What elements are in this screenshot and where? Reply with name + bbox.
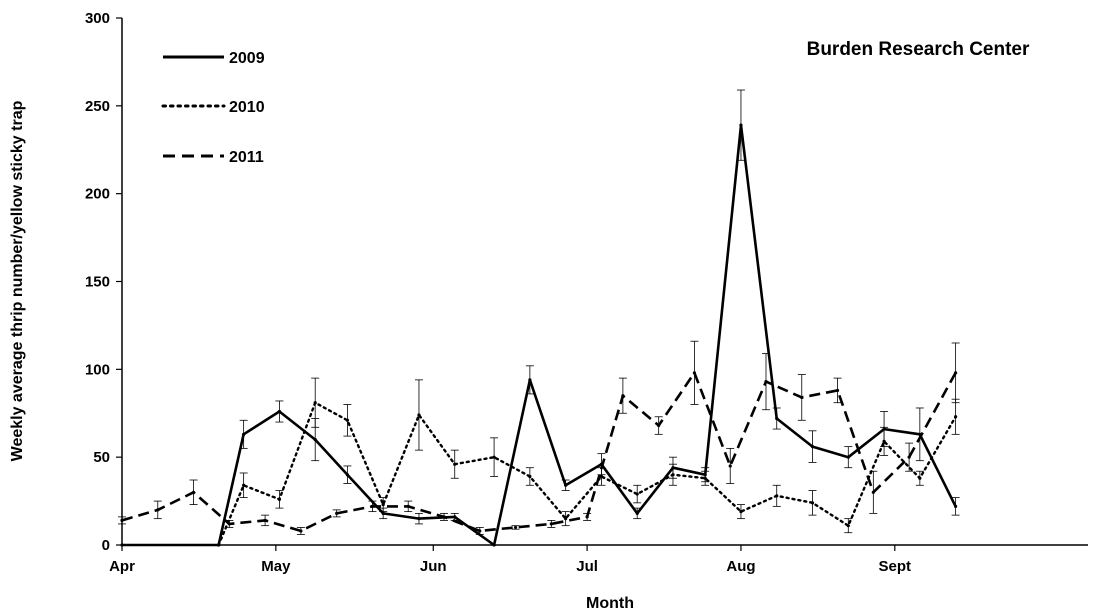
y-tick-label: 300 <box>85 10 110 27</box>
y-axis-title: Weekly average thrip number/yellow stick… <box>9 100 26 461</box>
data-point <box>882 439 886 443</box>
legend-label: 2011 <box>229 149 264 166</box>
x-tick-label: Aug <box>726 558 755 575</box>
series-line-2011 <box>121 371 957 533</box>
data-point <box>635 511 639 515</box>
series-line-2010 <box>217 401 957 547</box>
data-point <box>692 371 697 375</box>
data-point <box>217 543 221 547</box>
data-point <box>871 490 875 494</box>
data-point <box>907 455 911 459</box>
data-point <box>277 409 282 414</box>
data-point <box>775 494 779 498</box>
data-point <box>564 483 568 487</box>
data-point <box>242 432 246 436</box>
data-point <box>299 529 303 533</box>
data-point <box>263 518 267 523</box>
data-point <box>564 517 568 521</box>
data-point <box>406 504 410 508</box>
data-point <box>242 483 246 487</box>
data-point <box>277 497 282 501</box>
data-point <box>345 418 349 422</box>
data-point <box>417 413 421 417</box>
data-point <box>739 123 743 127</box>
data-point <box>954 371 958 375</box>
data-point <box>453 462 457 466</box>
y-tick-label: 200 <box>85 186 110 203</box>
data-point <box>739 510 743 514</box>
data-point <box>381 502 385 507</box>
axes: 0 50 100 150 200 250 300 Apr May Jun Jul Aug Sept <box>85 10 1088 575</box>
data-point <box>635 492 639 496</box>
series-line-2009 <box>122 123 957 547</box>
x-tick-label: Sept <box>879 558 912 575</box>
data-point <box>810 501 815 505</box>
data-point <box>381 511 385 515</box>
data-point <box>453 515 457 519</box>
y-tick-label: 150 <box>85 274 110 291</box>
legend-item-2009: 2009 <box>163 50 265 67</box>
data-point <box>227 522 231 526</box>
legend-item-2011: 2011 <box>163 149 264 166</box>
data-point <box>191 490 196 494</box>
data-point <box>528 378 532 382</box>
x-tick-label: Jun <box>420 558 447 575</box>
data-point <box>417 517 421 521</box>
legend-label: 2009 <box>229 50 265 67</box>
x-axis-title: Month <box>586 595 634 612</box>
data-point <box>313 438 317 442</box>
data-point <box>478 529 482 533</box>
data-point <box>492 543 496 547</box>
data-point <box>120 518 124 523</box>
series-2010 <box>217 377 960 547</box>
data-point <box>800 395 804 400</box>
data-point <box>335 511 339 515</box>
series-layer <box>118 89 960 547</box>
data-point <box>492 455 496 459</box>
data-point <box>846 524 850 528</box>
data-point <box>621 394 625 398</box>
data-point <box>846 455 850 459</box>
data-point <box>549 522 553 526</box>
legend-label: 2010 <box>229 99 265 116</box>
data-point <box>313 401 317 405</box>
data-point <box>671 473 675 477</box>
data-point <box>835 388 840 393</box>
legend: 2009 2010 2011 <box>161 50 265 166</box>
series-2011 <box>118 340 960 535</box>
data-point <box>156 508 160 512</box>
y-tick-label: 50 <box>93 449 110 466</box>
data-point <box>703 476 707 480</box>
data-point <box>728 464 732 468</box>
data-point <box>954 415 958 419</box>
data-point <box>120 543 124 547</box>
series-2009 <box>120 89 960 547</box>
y-tick-label: 250 <box>85 98 110 115</box>
data-point <box>764 380 768 384</box>
data-point <box>775 416 779 421</box>
text-layer: Burden Research Center Month Weekly aver… <box>9 39 1030 612</box>
data-point <box>442 515 446 519</box>
data-point <box>585 515 589 519</box>
x-tick-label: Jul <box>576 558 598 575</box>
data-point <box>918 476 922 480</box>
y-tick-label: 100 <box>85 361 110 378</box>
data-point <box>954 504 958 508</box>
data-point <box>810 445 815 449</box>
data-point <box>370 504 375 508</box>
data-point <box>513 525 518 530</box>
chart-title: Burden Research Center <box>807 39 1030 60</box>
x-tick-label: Apr <box>109 558 135 575</box>
legend-item-2010: 2010 <box>161 99 265 116</box>
y-tick-label: 0 <box>102 537 110 554</box>
x-tick-label: May <box>261 558 291 575</box>
data-point <box>345 473 349 477</box>
data-point <box>657 423 661 428</box>
data-point <box>528 474 532 479</box>
